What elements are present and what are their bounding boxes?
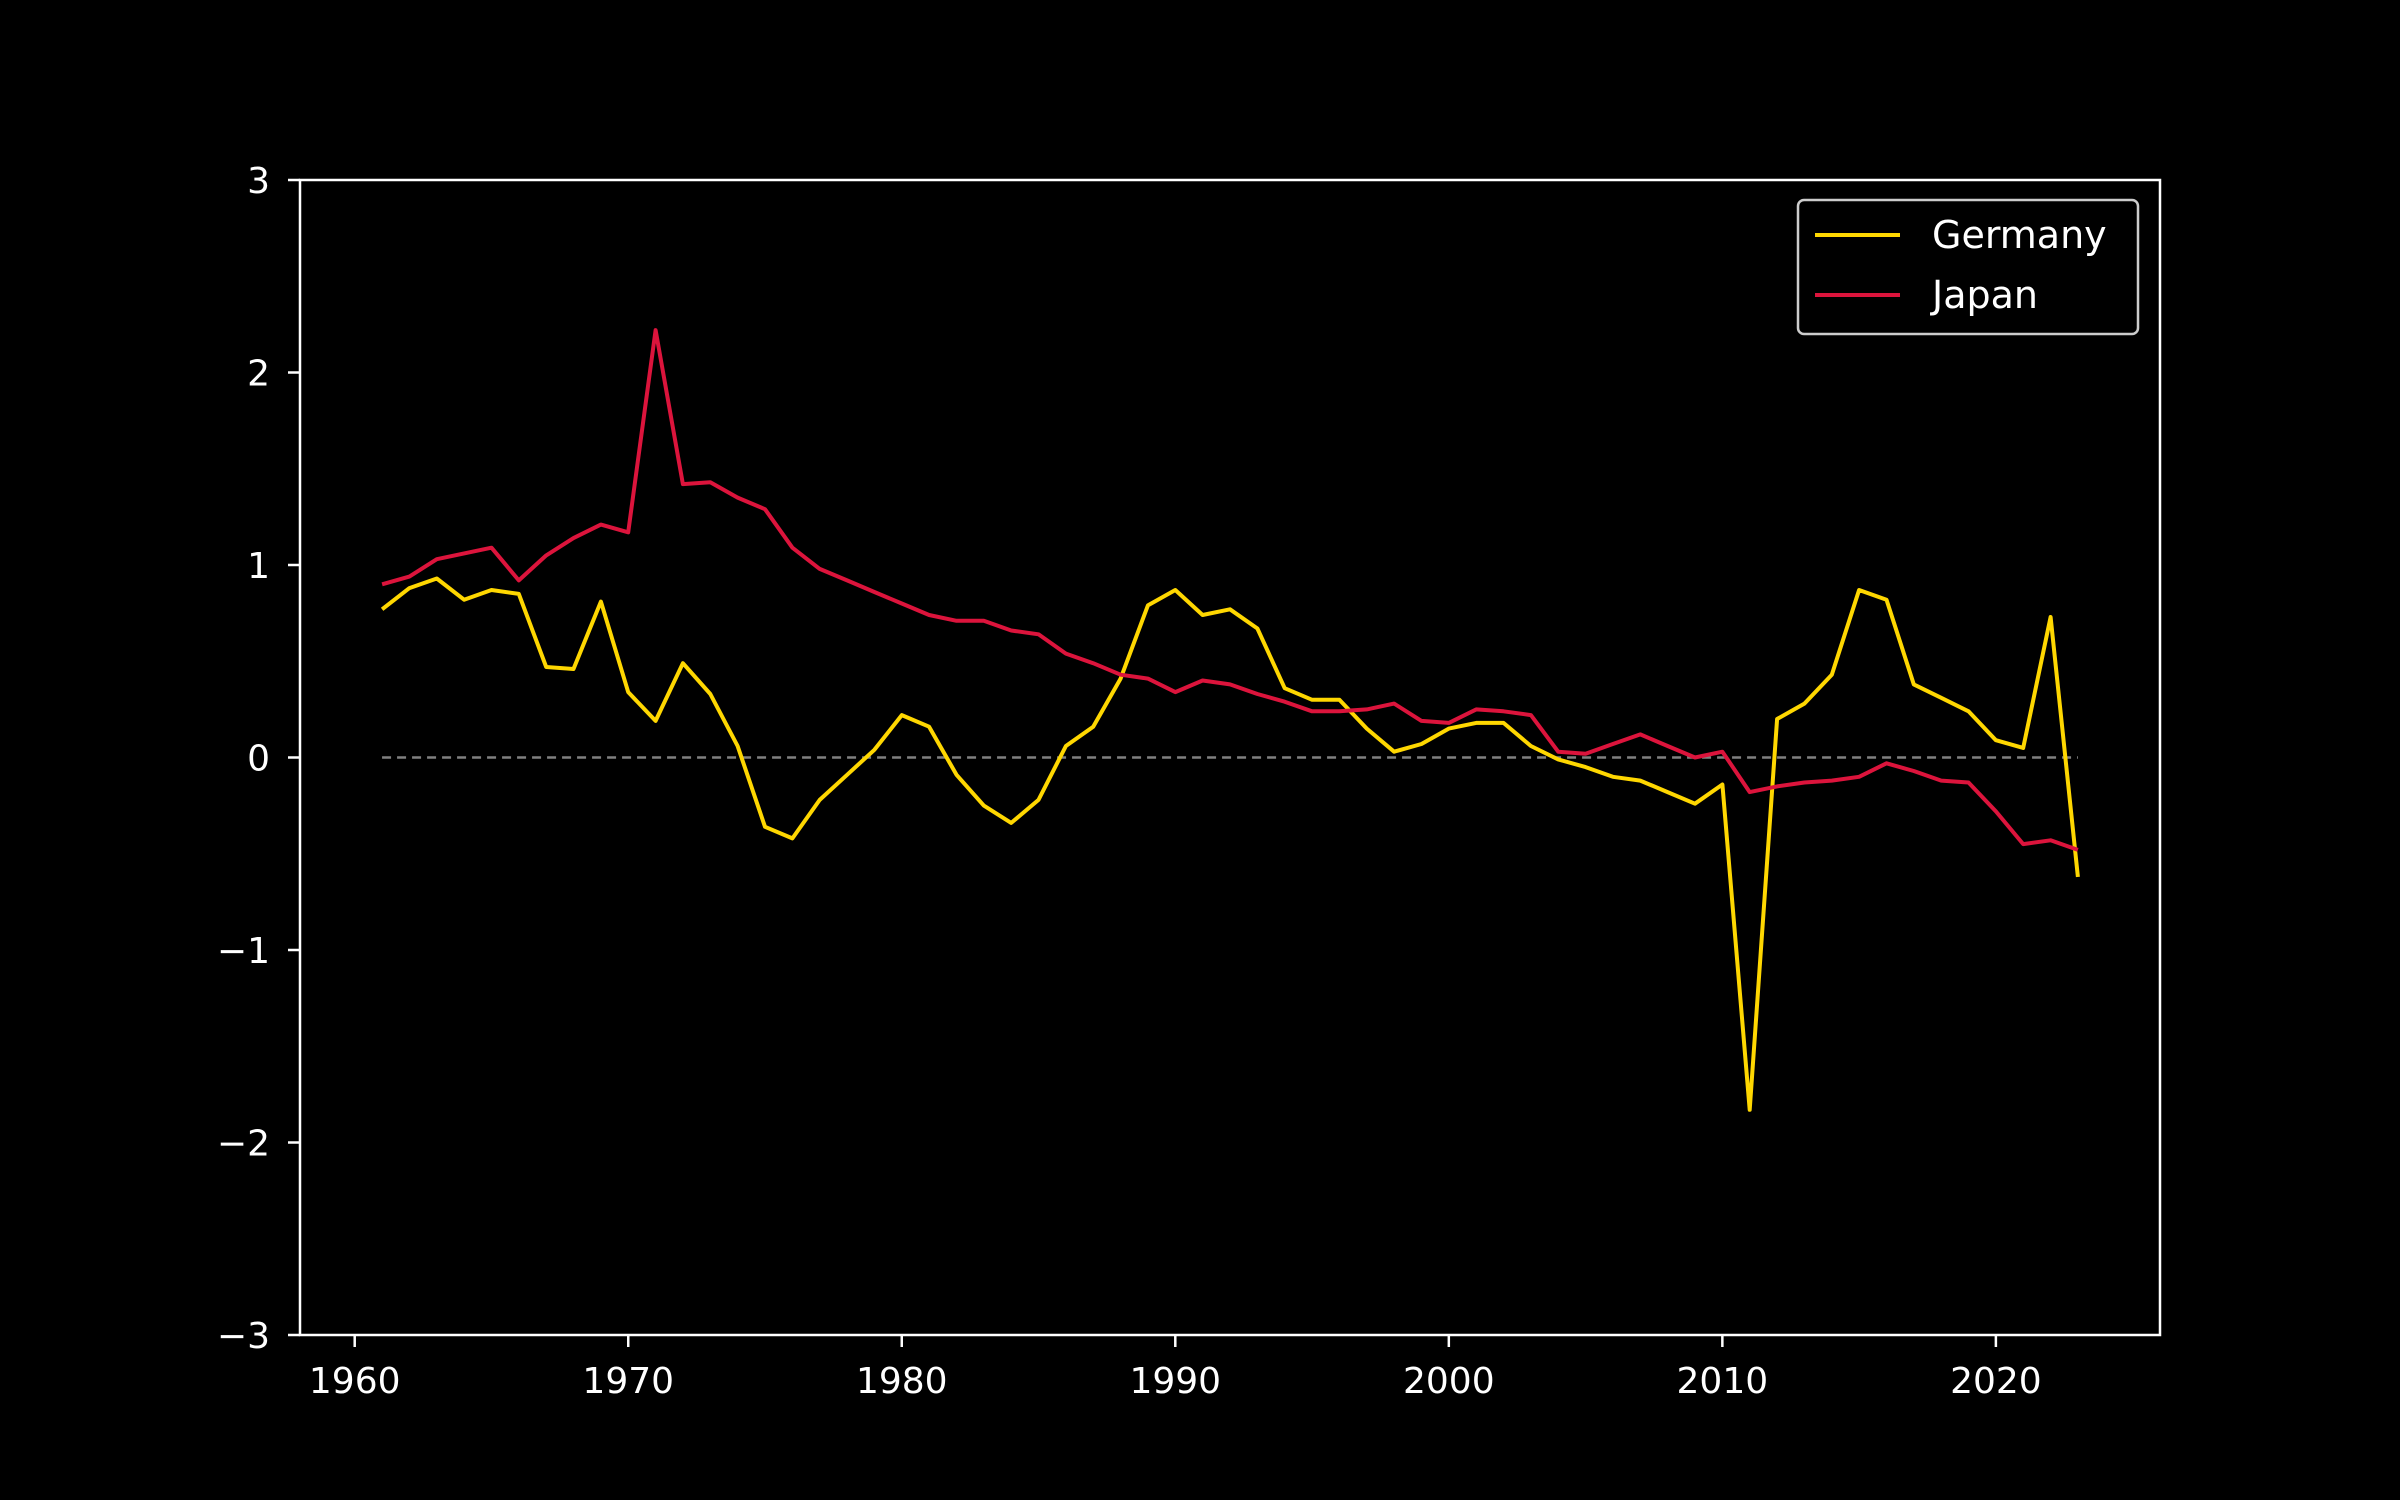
x-axis: 1960 1970 1980 1990 2000 2010 2020 bbox=[309, 1335, 2042, 1402]
x-tick-label: 2020 bbox=[1950, 1361, 2042, 1402]
x-tick-label: 1970 bbox=[582, 1361, 674, 1402]
series-layer bbox=[380, 328, 2080, 1112]
legend-label-germany: Germany bbox=[1932, 213, 2107, 257]
x-tick-label: 2000 bbox=[1403, 1361, 1495, 1402]
x-tick-label: 1980 bbox=[856, 1361, 948, 1402]
series-line-japan bbox=[381, 328, 2079, 852]
legend-label-japan: Japan bbox=[1930, 273, 2038, 317]
y-tick-label: −2 bbox=[217, 1124, 270, 1165]
y-axis: −3 −2 −1 0 1 2 3 bbox=[217, 161, 300, 1357]
y-tick-label: −1 bbox=[217, 931, 270, 972]
x-tick-label: 2010 bbox=[1677, 1361, 1769, 1402]
y-tick-label: 3 bbox=[247, 161, 270, 202]
y-tick-label: 2 bbox=[247, 354, 270, 395]
legend: Germany Japan bbox=[1796, 198, 2140, 336]
x-tick-label: 1990 bbox=[1129, 1361, 1221, 1402]
y-tick-label: 0 bbox=[247, 739, 270, 780]
x-tick-label: 1960 bbox=[309, 1361, 401, 1402]
y-tick-label: 1 bbox=[247, 546, 270, 587]
series-line-germany bbox=[380, 576, 2080, 1112]
y-tick-label: −3 bbox=[217, 1316, 270, 1357]
